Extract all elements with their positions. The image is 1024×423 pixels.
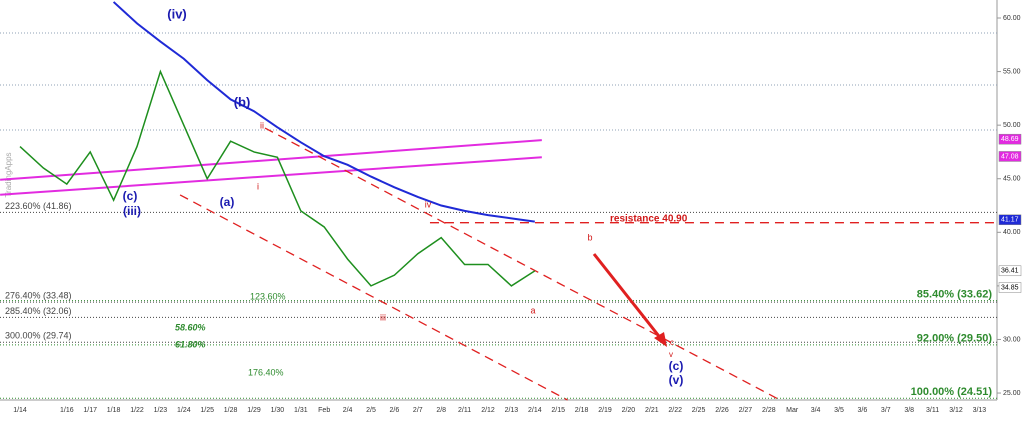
y-tick-label: 40.00 <box>1003 229 1021 236</box>
x-tick-label: 1/23 <box>154 407 168 414</box>
x-tick-label: 3/12 <box>949 407 963 414</box>
price-line <box>112 1 535 223</box>
level-label: 276.40% (33.48) <box>5 291 72 301</box>
x-tick-label: 2/15 <box>551 407 565 414</box>
y-tick-label: 30.00 <box>1003 336 1021 343</box>
x-tick-label: 2/18 <box>575 407 589 414</box>
x-tick-label: 1/16 <box>60 407 74 414</box>
arrow-head <box>654 332 667 347</box>
level-label: 92.00% (29.50) <box>917 333 993 345</box>
x-tick-label: 1/24 <box>177 407 191 414</box>
x-tick-label: 2/22 <box>668 407 682 414</box>
wave-label: (v) <box>669 373 684 387</box>
y-tick-label: 25.00 <box>1003 390 1021 397</box>
price-box-label: 47.08 <box>1001 153 1019 160</box>
wave-label: iv <box>425 199 432 209</box>
x-tick-label: 1/29 <box>247 407 261 414</box>
x-tick-label: 2/14 <box>528 407 542 414</box>
trend-line <box>179 194 568 401</box>
x-tick-label: 3/7 <box>881 407 891 414</box>
wave-label: ii <box>260 120 264 130</box>
wave-label: (iv) <box>167 6 187 21</box>
price-box <box>998 214 1022 226</box>
trend-line <box>0 156 542 196</box>
arrow-shaft <box>592 253 664 341</box>
wave-label: (a) <box>220 195 235 209</box>
wave-label: c <box>670 338 674 347</box>
trend-line <box>264 127 781 401</box>
x-tick-label: 3/5 <box>834 407 844 414</box>
x-tick-label: 2/11 <box>458 407 471 414</box>
x-tick-label: Feb <box>318 407 330 414</box>
x-tick-label: 3/4 <box>811 407 821 414</box>
price-box <box>998 151 1022 162</box>
wave-label: 58.60% <box>175 322 206 332</box>
x-tick-label: 1/22 <box>130 407 144 414</box>
watermark: TradingApps <box>4 152 13 197</box>
x-tick-label: 2/4 <box>343 407 353 414</box>
trend-line <box>0 139 542 181</box>
price-box-label: 34.85 <box>1001 284 1019 291</box>
wave-label: 61.80% <box>175 339 206 349</box>
x-tick-label: 1/31 <box>294 407 308 414</box>
level-label: 300.00% (29.74) <box>5 331 72 341</box>
x-tick-label: 2/12 <box>481 407 495 414</box>
x-tick-label: 2/28 <box>762 407 776 414</box>
x-tick-label: 1/30 <box>271 407 285 414</box>
price-box-label: 48.69 <box>1001 136 1019 143</box>
x-tick-label: 1/14 <box>13 407 27 414</box>
wave-label: v <box>669 350 673 359</box>
wave-label: i <box>257 181 259 191</box>
level-label: 100.00% (24.51) <box>911 386 993 398</box>
wave-label: (iii) <box>123 204 141 218</box>
y-tick-label: 50.00 <box>1003 122 1021 129</box>
x-tick-label: 2/20 <box>622 407 636 414</box>
wave-label: b <box>587 232 592 242</box>
x-tick-label: 2/21 <box>645 407 659 414</box>
wave-label: resistance 40.90 <box>610 214 688 225</box>
x-tick-label: 1/25 <box>200 407 214 414</box>
price-box <box>998 282 1022 293</box>
wave-label: a <box>530 305 535 315</box>
x-tick-label: 3/13 <box>973 407 987 414</box>
level-label: 223.60% (41.86) <box>5 201 72 211</box>
x-tick-label: 2/27 <box>739 407 753 414</box>
x-tick-label: 2/5 <box>366 407 376 414</box>
x-tick-label: 2/26 <box>715 407 729 414</box>
x-tick-label: 1/17 <box>83 407 97 414</box>
x-tick-label: 2/25 <box>692 407 706 414</box>
x-tick-label: 3/8 <box>904 407 914 414</box>
wave-label: (c) <box>669 359 684 373</box>
wave-label: (c) <box>123 189 138 203</box>
x-tick-label: 2/6 <box>390 407 400 414</box>
price-box-label: 36.41 <box>1001 268 1019 275</box>
price-box <box>998 265 1022 277</box>
price-line <box>19 69 536 287</box>
x-tick-label: 2/8 <box>436 407 446 414</box>
arrow <box>592 253 667 347</box>
x-tick-label: 2/7 <box>413 407 423 414</box>
x-tick-label: 1/18 <box>107 407 121 414</box>
y-tick-label: 55.00 <box>1003 68 1021 75</box>
x-tick-label: 3/11 <box>926 407 939 414</box>
wave-label: (b) <box>234 94 251 109</box>
y-tick-label: 60.00 <box>1003 15 1021 22</box>
x-tick-label: 3/6 <box>858 407 868 414</box>
price-box <box>998 133 1022 145</box>
wave-label: 123.60% <box>250 291 286 301</box>
level-label: 85.40% (33.62) <box>917 289 993 301</box>
level-label: 285.40% (32.06) <box>5 306 72 316</box>
x-tick-label: 2/13 <box>505 407 519 414</box>
y-tick-label: 45.00 <box>1003 176 1021 183</box>
wave-label: 176.40% <box>248 367 284 377</box>
x-tick-label: Mar <box>786 407 799 414</box>
price-box-label: 41.17 <box>1001 217 1019 224</box>
wave-label: iii <box>380 312 386 322</box>
x-tick-label: 1/28 <box>224 407 238 414</box>
x-tick-label: 2/19 <box>598 407 612 414</box>
